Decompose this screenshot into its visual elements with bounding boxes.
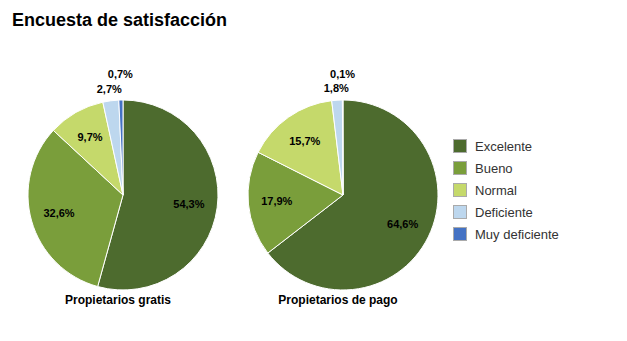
html-text:Bueno: Bueno (475, 160, 513, 176)
html-text:Encuesta de satisfacción: Encuesta de satisfacción (12, 10, 228, 30)
html-text:Muy deficiente: Muy deficiente (475, 226, 559, 242)
html-text:Propietarios gratis: Propietarios gratis (65, 293, 171, 307)
svg-text:15,7%: 15,7% (289, 135, 320, 147)
svg-text:9,7%: 9,7% (78, 131, 103, 143)
html-text:Deficiente: Deficiente (475, 204, 533, 220)
svg-text:32,6%: 32,6% (43, 207, 74, 219)
svg-text:54,3%: 54,3% (173, 198, 204, 210)
svg-text:0,7%: 0,7% (108, 68, 133, 80)
svg-text:64,6%: 64,6% (387, 218, 418, 230)
html-text:Excelente: Excelente (475, 138, 533, 154)
svg-text:2,7%: 2,7% (97, 83, 122, 95)
svg-text:0,1%: 0,1% (330, 68, 355, 80)
html-text:Propietarios de pago: Propietarios de pago (278, 293, 398, 307)
html-text:Normal: Normal (475, 182, 517, 198)
svg-text:1,8%: 1,8% (324, 82, 349, 94)
svg-text:17,9%: 17,9% (261, 195, 292, 207)
